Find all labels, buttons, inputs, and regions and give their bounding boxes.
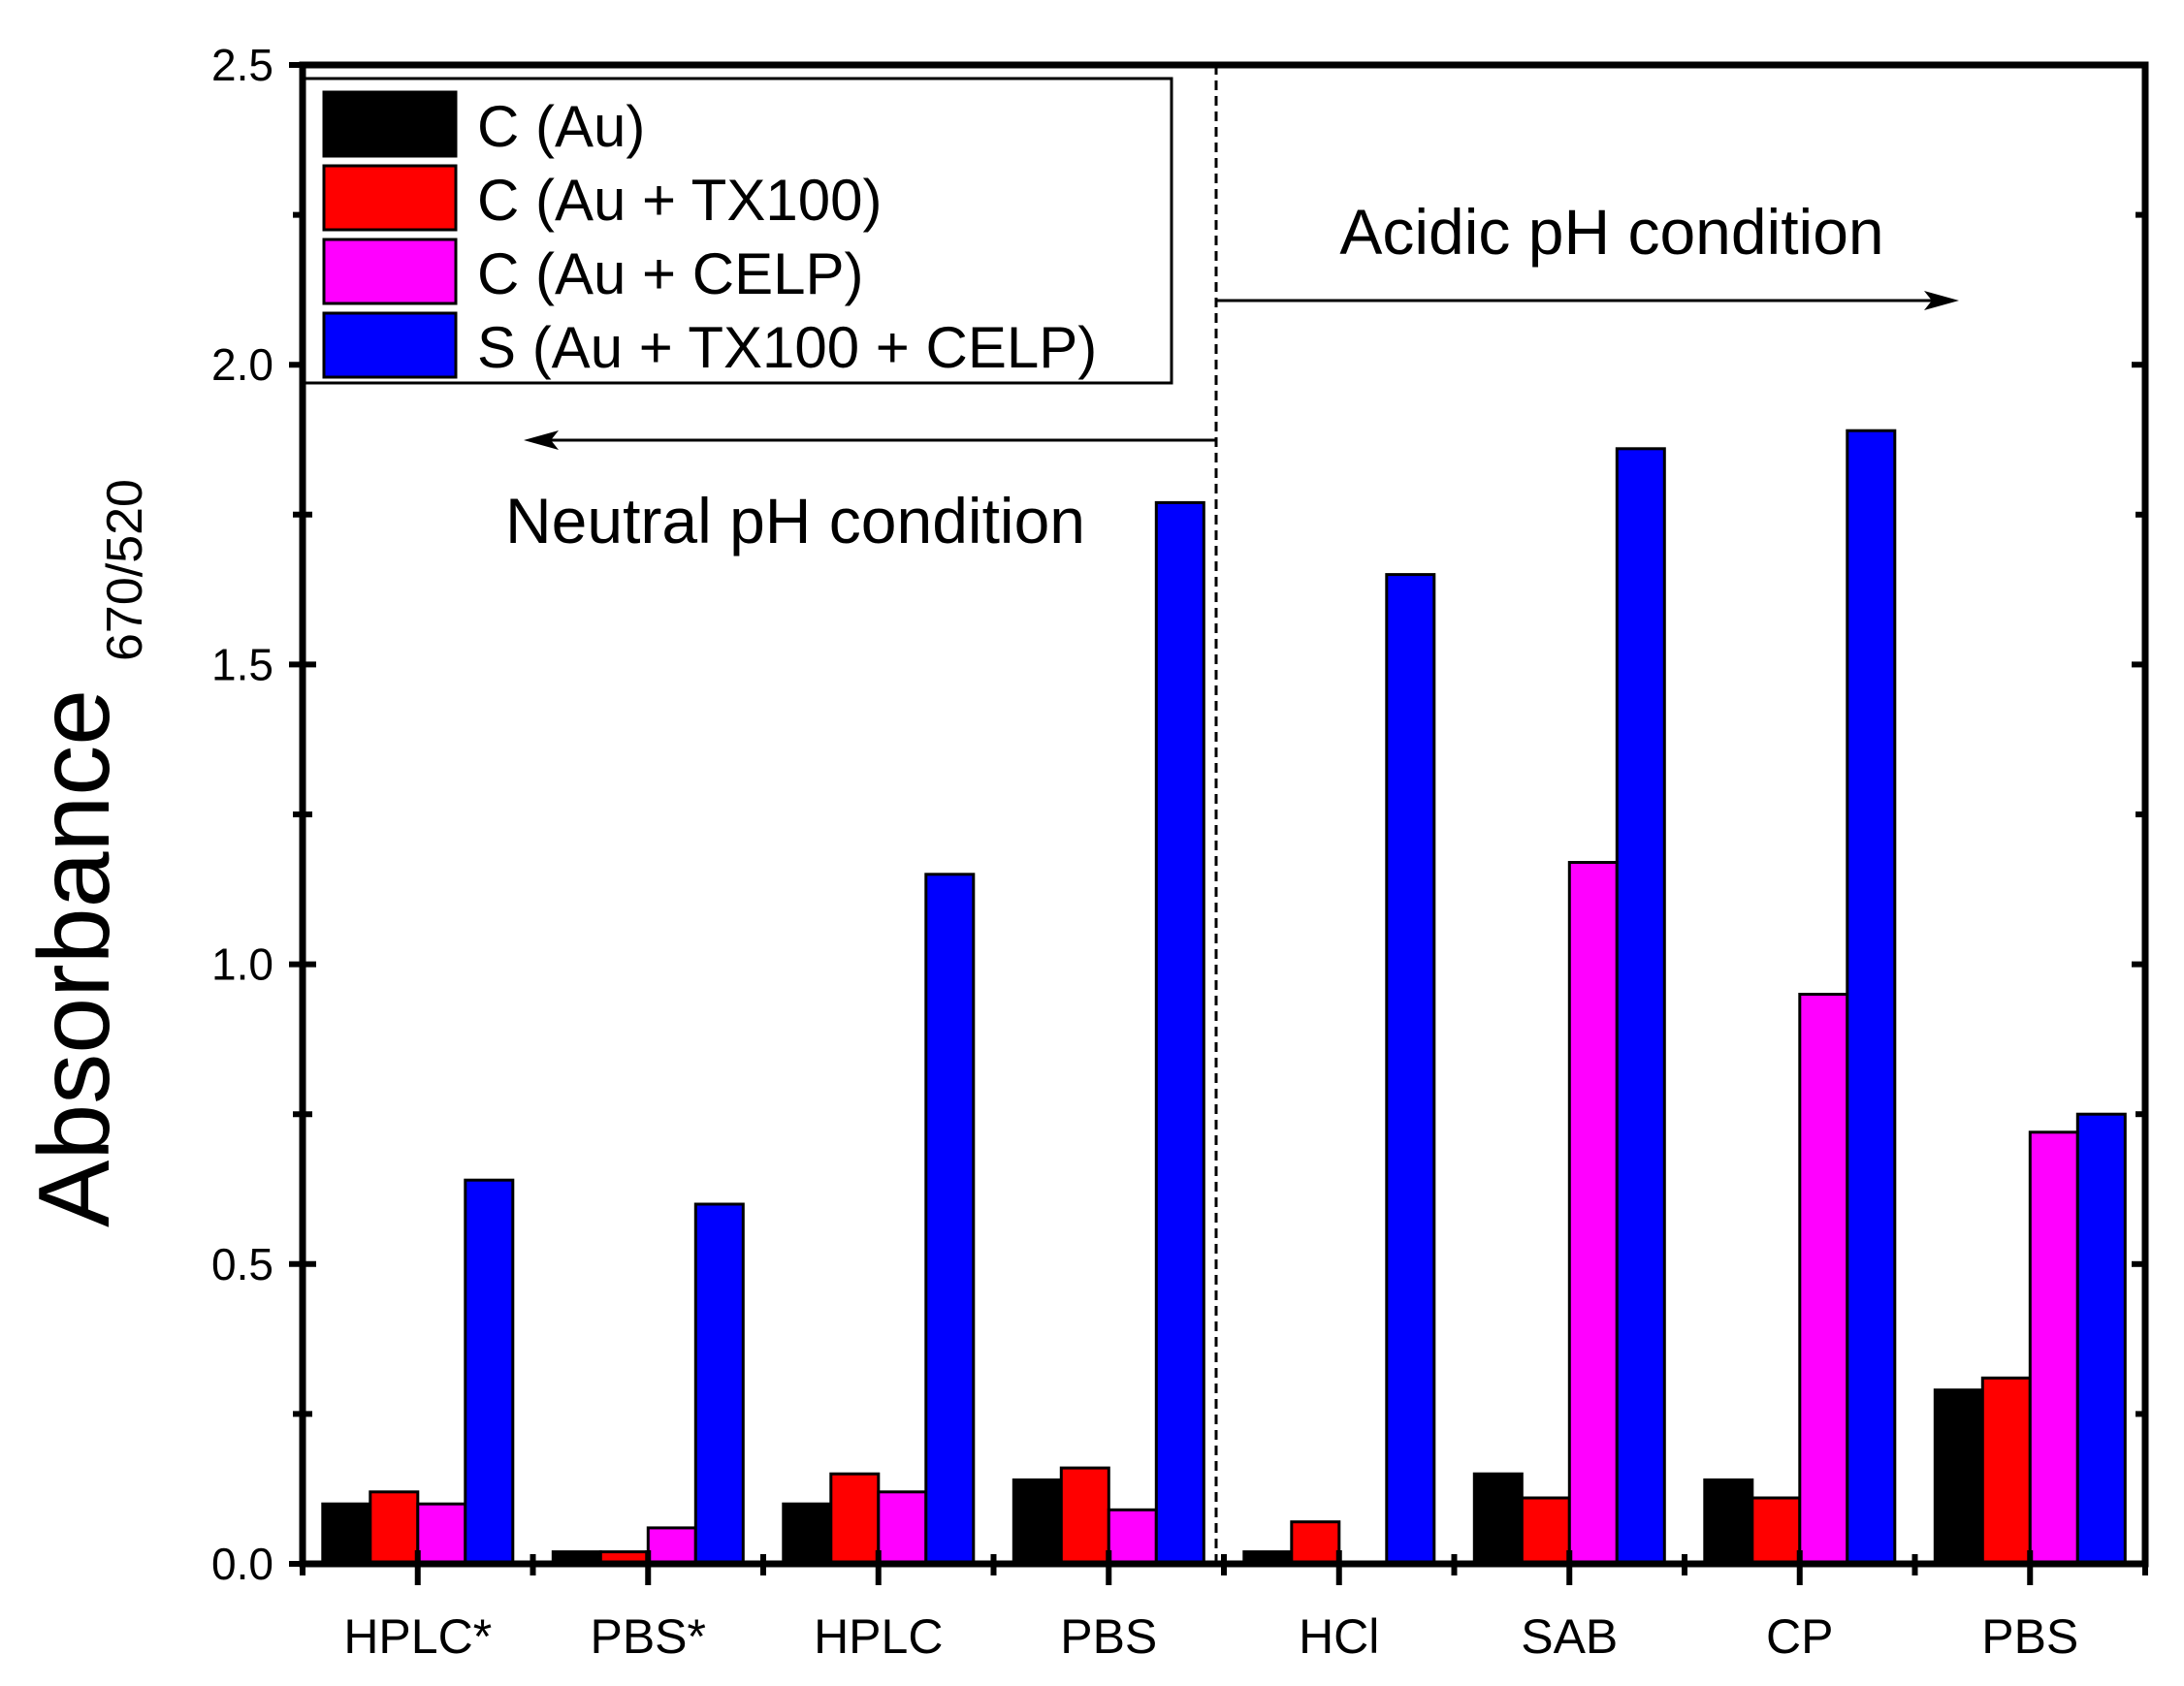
bar-4-8	[2075, 1112, 2127, 1566]
x-tick-label: HCl	[1299, 1609, 1379, 1664]
x-tick-label: CP	[1766, 1609, 1833, 1664]
y-tick-label: 2.5	[211, 40, 273, 90]
x-tick-label: PBS*	[590, 1609, 706, 1664]
bar-3-4	[1107, 1508, 1158, 1566]
bar-3-1	[416, 1502, 467, 1566]
bar-4-1	[464, 1178, 515, 1566]
bar-4-5	[1385, 573, 1436, 1566]
y-tick-label: 1.0	[211, 939, 273, 990]
legend-swatch-2	[322, 164, 458, 232]
bar-2-6	[1520, 1496, 1571, 1566]
legend-label-4: S (Au + TX100 + CELP)	[477, 315, 1097, 380]
legend-swatch-4	[322, 311, 458, 379]
bar-3-3	[877, 1490, 928, 1566]
bar-1-1	[321, 1502, 372, 1566]
acidic-label: Acidic pH condition	[1339, 196, 1883, 268]
bar-2-8	[1980, 1376, 2032, 1566]
x-tick-label: SAB	[1521, 1609, 1618, 1664]
bar-2-5	[1290, 1520, 1341, 1566]
bar-2-3	[829, 1472, 881, 1566]
neutral-label: Neutral pH condition	[505, 485, 1085, 557]
y-tick-label: 0.0	[211, 1539, 273, 1589]
legend-label-1: C (Au)	[477, 94, 645, 159]
bar-1-4	[1012, 1478, 1063, 1566]
x-tick-label: HPLC	[814, 1609, 943, 1664]
bar-4-3	[924, 873, 976, 1566]
x-tick-label: PBS	[1981, 1609, 2078, 1664]
legend: C (Au) C (Au + TX100) C (Au + CELP) S (Au +…	[303, 77, 1173, 385]
legend-swatch-1	[322, 90, 458, 158]
bars-layer	[321, 429, 2127, 1566]
legend-swatch-3	[322, 238, 458, 305]
bar-1-8	[1933, 1388, 1984, 1566]
legend-label-3: C (Au + CELP)	[477, 241, 863, 306]
bar-1-3	[782, 1502, 833, 1566]
annotation-layer: Neutral pH condition Acidic pH condition	[505, 65, 1959, 1564]
bar-2-4	[1059, 1466, 1110, 1566]
legend-label-2: C (Au + TX100)	[477, 168, 882, 233]
neutral-arrow-head	[524, 430, 559, 450]
y-axis-label: Absorbance 670/520	[18, 479, 153, 1227]
y-tick-label: 1.5	[211, 639, 273, 689]
bar-2-1	[369, 1490, 420, 1566]
bar-1-6	[1472, 1472, 1524, 1566]
bar-3-7	[1798, 993, 1849, 1566]
bar-4-2	[693, 1202, 745, 1566]
bar-3-2	[646, 1526, 697, 1566]
bar-2-7	[1750, 1496, 1802, 1566]
bar-3-8	[2028, 1130, 2079, 1566]
bar-1-7	[1703, 1478, 1754, 1566]
x-tick-label: HPLC*	[343, 1609, 492, 1664]
y-tick-label: 2.0	[211, 339, 273, 390]
bar-4-7	[1846, 429, 1897, 1566]
y-tick-label: 0.5	[211, 1239, 273, 1289]
bar-3-6	[1567, 861, 1619, 1566]
acidic-arrow-head	[1924, 291, 1959, 310]
bar-4-4	[1154, 500, 1205, 1566]
axes-layer: 0.0 0.5 1.0 1.5 2.0 2.5 HPLC* PBS* HPLC PBS HCl SAB…	[18, 40, 2149, 1664]
bar-4-6	[1615, 447, 1666, 1566]
x-tick-label: PBS	[1060, 1609, 1157, 1664]
